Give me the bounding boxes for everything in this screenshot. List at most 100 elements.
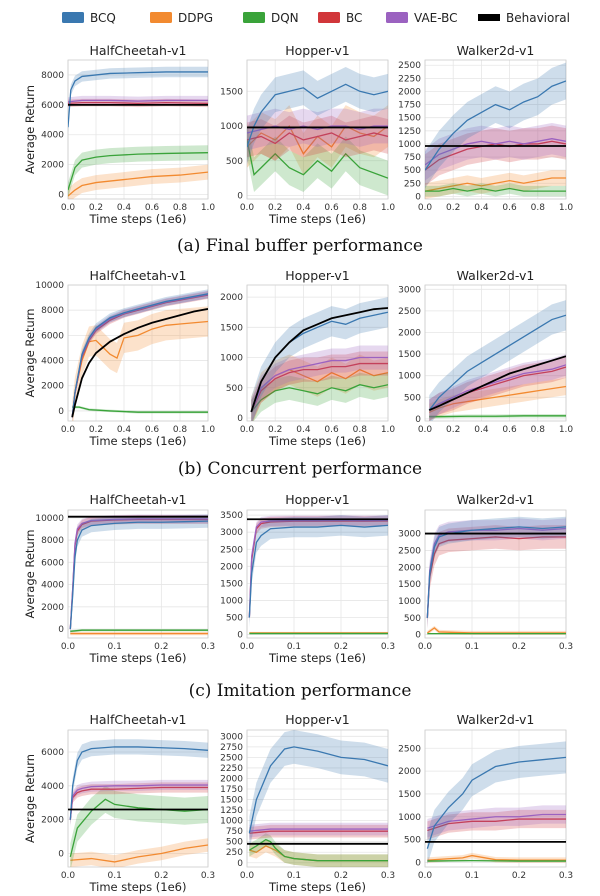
- x-tick-label: 0.0: [418, 642, 433, 652]
- series-line-behavioral: [250, 307, 388, 413]
- chart-panel-11: 0 500 1000 1500 2000 2500 0.0 0.1 0.2 0.3 Walker2d…: [398, 712, 573, 881]
- y-tick-label: 2000: [41, 382, 64, 392]
- x-tick-label: 0.1: [465, 642, 479, 652]
- x-axis-label: Time steps (1e6): [268, 434, 366, 448]
- panel-title: HalfCheetah-v1: [90, 43, 187, 58]
- x-tick-label: 0.2: [154, 642, 168, 652]
- x-tick-label: 1.0: [559, 425, 574, 435]
- y-tick-label: 1750: [398, 101, 421, 111]
- y-tick-label: 2000: [398, 563, 421, 573]
- series-line-vae-bc: [250, 356, 388, 413]
- series-line-bc: [426, 536, 566, 618]
- x-tick-label: 0.8: [173, 425, 188, 435]
- panel-title: Walker2d-v1: [457, 43, 535, 58]
- band-bcq: [427, 741, 566, 865]
- chart-panel-7: 0 500 1000 1500 2000 2500 3000 3500 0.0 0.1 0.2 0.3…: [220, 492, 395, 665]
- series-line-dqn: [429, 415, 566, 418]
- y-tick-label: 4000: [41, 131, 64, 141]
- series-line-bc: [250, 362, 388, 413]
- panel-title: HalfCheetah-v1: [90, 712, 187, 727]
- plot-frame: [246, 509, 389, 639]
- x-tick-label: 0.6: [324, 203, 339, 213]
- x-tick-label: 0.4: [296, 203, 311, 213]
- chart-panel-5: 0 500 1000 1500 2000 2500 3000 0.0 0.2 0.4 0.6 0.8 1…: [398, 268, 573, 435]
- x-axis-label: Time steps (1e6): [268, 212, 366, 226]
- band-bcq: [70, 739, 208, 828]
- series-group: [250, 297, 388, 421]
- band-dqn: [68, 145, 208, 198]
- y-tick-label: 1000: [220, 122, 243, 132]
- band-vae-bc: [249, 822, 388, 838]
- series-line-vae-bc: [69, 784, 208, 820]
- y-tick-label: 10000: [35, 281, 64, 291]
- legend-swatch: [478, 14, 500, 21]
- legend-label: DQN: [271, 11, 299, 25]
- y-tick-label: 2750: [220, 743, 243, 753]
- y-tick-label: 0: [58, 625, 64, 635]
- chart-panel-9: 0 2000 4000 6000 0.0 0.1 0.2 0.3 HalfCheetah-v1 T…: [23, 712, 215, 894]
- y-tick-label: 2500: [398, 307, 421, 317]
- legend-item-vae-bc: VAE-BC: [386, 11, 458, 25]
- band-ddpg: [72, 306, 208, 421]
- legend-item-bcq: BCQ: [62, 11, 116, 25]
- y-tick-label: 1000: [220, 817, 243, 827]
- y-tick-label: 500: [404, 614, 421, 624]
- y-tick-label: 3000: [220, 528, 243, 538]
- y-tick-label: 1000: [220, 596, 243, 606]
- x-tick-label: 1.0: [381, 425, 396, 435]
- series-line-bcq: [69, 746, 208, 820]
- y-tick-label: 1000: [398, 140, 421, 150]
- legend-swatch: [386, 12, 408, 23]
- y-tick-label: 0: [415, 415, 421, 425]
- caption-b: (b) Concurrent performance: [178, 459, 422, 479]
- y-tick-label: 2000: [41, 161, 64, 171]
- band-dqn: [249, 833, 388, 867]
- x-tick-label: 0.4: [117, 203, 132, 213]
- y-tick-label: 2500: [398, 744, 421, 754]
- x-tick-label: 0.2: [512, 642, 526, 652]
- x-tick-label: 0.1: [108, 871, 122, 881]
- x-tick-label: 1.0: [201, 425, 216, 435]
- y-tick-label: 0: [58, 407, 64, 417]
- caption-c: (c) Imitation performance: [189, 681, 412, 701]
- x-axis-label: Time steps (1e6): [88, 434, 186, 448]
- series-line-ddpg: [427, 854, 566, 861]
- y-axis-label: Average Return: [23, 308, 37, 397]
- y-tick-label: 8000: [41, 536, 64, 546]
- band-vae-bc: [72, 290, 208, 421]
- band-dqn: [251, 372, 388, 421]
- series-line-bc: [69, 786, 208, 820]
- band-ddpg: [68, 164, 208, 199]
- x-tick-label: 0.4: [296, 425, 311, 435]
- y-tick-label: 0: [58, 849, 64, 859]
- plot-frame: [67, 59, 209, 200]
- band-bc: [70, 515, 208, 634]
- legend-label: BC: [346, 11, 362, 25]
- y-tick-label: 4000: [41, 581, 64, 591]
- series-line-bcq: [68, 71, 208, 128]
- y-tick-label: 1500: [398, 114, 421, 124]
- x-tick-label: 0.6: [145, 425, 160, 435]
- y-axis-label: Average Return: [23, 754, 37, 843]
- series-line-ddpg: [425, 177, 566, 192]
- y-tick-label: 1500: [398, 790, 421, 800]
- y-tick-label: 2500: [398, 546, 421, 556]
- x-tick-label: 0.2: [334, 871, 348, 881]
- legend-label: VAE-BC: [414, 11, 458, 25]
- x-tick-label: 0.6: [324, 425, 339, 435]
- x-tick-label: 0.2: [268, 425, 282, 435]
- chart-panel-6: 0 2000 4000 6000 8000 10000 0.0 0.1 0.2 0.3 HalfCh…: [23, 492, 215, 665]
- y-tick-label: 2000: [398, 87, 421, 97]
- legend-swatch: [318, 12, 340, 23]
- y-tick-label: 2000: [41, 816, 64, 826]
- y-tick-label: 1250: [220, 806, 243, 816]
- x-tick-label: 0.2: [89, 203, 103, 213]
- x-tick-label: 0.0: [240, 425, 255, 435]
- chart-panel-8: 0 500 1000 1500 2000 2500 3000 0.0 0.1 0.2 0.3 Walk…: [398, 492, 573, 652]
- series-line-ddpg: [426, 627, 566, 634]
- y-tick-label: 1500: [220, 796, 243, 806]
- y-tick-label: 500: [404, 166, 421, 176]
- x-tick-label: 0.2: [154, 871, 168, 881]
- x-tick-label: 0.2: [446, 203, 460, 213]
